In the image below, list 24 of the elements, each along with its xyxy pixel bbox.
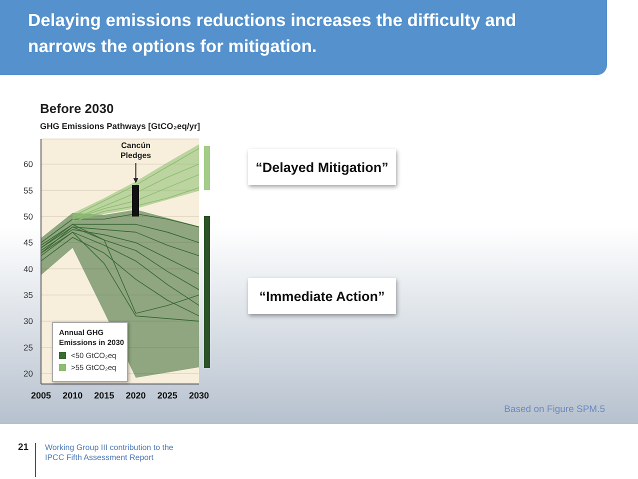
y-axis-title: GHG Emissions Pathways [GtCO₂eq/yr] <box>40 121 200 131</box>
y-tick-label: 50 <box>24 211 34 222</box>
annotation: Cancún Pledges <box>119 141 152 162</box>
chart-subtitle: Before 2030 <box>40 101 114 116</box>
x-tick-label: 2025 <box>157 390 178 400</box>
text: Working Group III contribution to the IPCC Fifth Assessment Report <box>45 443 174 463</box>
x-tick-label: 2030 <box>188 390 210 400</box>
x-tick-label: 2010 <box>62 390 83 400</box>
text: Based on Figure SPM.5 <box>504 404 605 415</box>
y-tick-label: 60 <box>24 159 34 170</box>
x-tick-label: 2005 <box>30 390 52 400</box>
x-tick-label: 2020 <box>126 390 146 400</box>
text: Delaying emissions reductions increases the difficulty and narrows the options for mitigation. <box>28 9 518 58</box>
y-tick-label: 25 <box>24 342 34 352</box>
y-tick-label: 40 <box>24 264 34 274</box>
y-tick-label: 35 <box>24 290 34 300</box>
y-tick-label: 20 <box>24 368 34 379</box>
text: 21 <box>18 442 29 453</box>
y-tick-label: 30 <box>24 316 34 326</box>
y-tick-label: 45 <box>24 238 34 248</box>
callout-box: “Immediate Action” <box>248 278 396 314</box>
x-tick-label: 2015 <box>94 390 114 400</box>
callout-box: “Delayed Mitigation” <box>248 149 396 185</box>
y-tick-label: 55 <box>24 185 34 196</box>
